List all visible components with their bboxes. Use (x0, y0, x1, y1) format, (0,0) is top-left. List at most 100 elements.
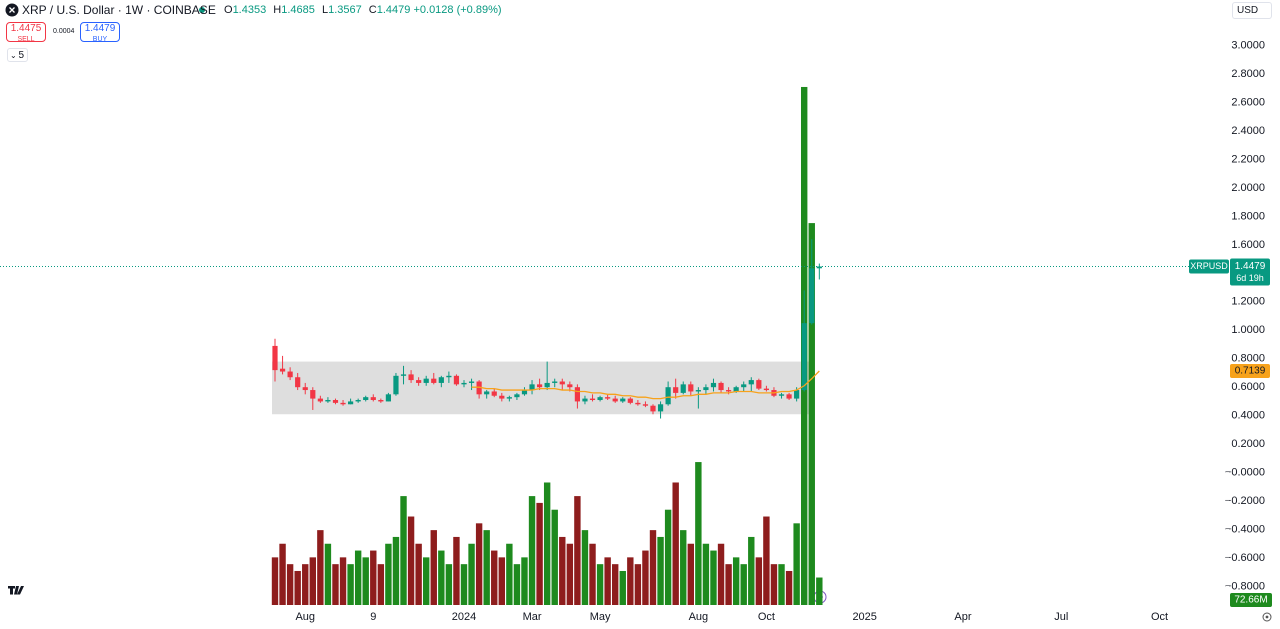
y-tick-label: 2.2000 (1231, 153, 1265, 165)
volume-bar (302, 564, 309, 605)
ohlc: O1.4353 H1.4685 L1.3567 C1.4479 +0.0128 … (220, 4, 502, 16)
x-tick-label: Aug (295, 611, 315, 623)
candle-body (567, 384, 573, 388)
settings-icon[interactable] (1262, 612, 1272, 622)
y-tick-label: −0.4000 (1225, 523, 1265, 535)
x-tick-label: Jul (1054, 611, 1068, 623)
candle-body (423, 378, 429, 383)
candle-body (733, 387, 739, 392)
volume-bar (612, 564, 619, 605)
volume-bar (627, 557, 634, 605)
volume-bar (672, 482, 679, 605)
candle-body (491, 391, 497, 396)
ohlc-key: H (273, 4, 282, 16)
ohlc-value: 1.3567 (328, 4, 362, 16)
candle-body (801, 323, 807, 391)
ohlc-key: O (224, 4, 233, 16)
candle-body (272, 345, 278, 371)
volume-bar (362, 557, 369, 605)
status-dot (199, 7, 205, 13)
candle-body (574, 387, 580, 402)
candle-body (446, 375, 452, 378)
volume-bar (664, 509, 672, 605)
x-tick-label: 2025 (852, 611, 876, 623)
candle-body (363, 397, 369, 401)
candle-body (416, 380, 422, 383)
volume-bar (536, 502, 543, 605)
ohlc-key: L (321, 4, 329, 16)
volume-bar (808, 223, 815, 605)
y-tick-label: 2.8000 (1231, 68, 1265, 80)
x-tick-label: Mar (523, 611, 542, 623)
volume-bar (755, 557, 763, 605)
volume-bar (332, 564, 339, 605)
candle-body (657, 404, 664, 412)
currency-select[interactable]: USD (1232, 2, 1272, 19)
moving-average (471, 370, 820, 400)
interval: 5 (18, 50, 24, 61)
volume-bar (271, 557, 279, 605)
sell-price: 1.4475 (10, 23, 42, 34)
volume-bar (521, 557, 528, 605)
interval-toggle[interactable]: ⌄ 5 (7, 48, 28, 62)
volume-bar (438, 550, 445, 605)
x-tick-label: 2024 (452, 611, 476, 623)
candle-body (635, 402, 641, 405)
change: +0.0128 (+0.89%) (413, 4, 502, 16)
candle-body (484, 391, 490, 395)
candle-body (559, 381, 565, 385)
candle-body (521, 390, 528, 395)
candle-body (355, 400, 361, 402)
candle-body (695, 390, 701, 392)
y-tick-label: 0.4000 (1231, 410, 1265, 422)
y-tick-label: 1.6000 (1231, 239, 1265, 251)
volume-bar (816, 577, 823, 605)
candle-body (468, 381, 475, 383)
candle-body (816, 266, 822, 269)
volume-bar (619, 570, 626, 605)
candle-body (325, 400, 331, 402)
candle-body (499, 395, 505, 399)
range-zone (272, 361, 815, 415)
volume-bar (506, 543, 513, 605)
candle-body (642, 404, 649, 406)
y-tick-label: 1.0000 (1231, 324, 1265, 336)
candle-body (763, 388, 769, 391)
volume-bar (574, 496, 581, 605)
volume-bar (385, 543, 392, 605)
candle-body (589, 398, 596, 401)
buy-label: BUY (92, 36, 108, 43)
volume-bar (309, 557, 316, 605)
candle-body (385, 394, 391, 402)
volume-bar (710, 550, 717, 605)
sell-button[interactable]: 1.4475 SELL (6, 22, 46, 43)
candle-body (317, 398, 323, 402)
volume-bar (468, 543, 475, 605)
volume-bar (740, 564, 747, 605)
volume-bar (453, 536, 460, 605)
volume-bar (430, 530, 437, 605)
y-tick-label: 0.8000 (1231, 353, 1265, 365)
y-tick-label: −0.6000 (1225, 552, 1265, 564)
y-tick-label: 1.2000 (1231, 296, 1265, 308)
y-tick-label: 0.6000 (1231, 381, 1265, 393)
volume-bar (566, 543, 574, 605)
logo-x (5, 3, 19, 17)
volume-bar (702, 543, 710, 605)
candle-body (718, 382, 724, 391)
candle-body (703, 387, 709, 391)
candle-body (673, 387, 679, 393)
buy-button[interactable]: 1.4479 BUY (80, 22, 120, 43)
candle-body (778, 394, 785, 396)
volume-bar (604, 557, 611, 605)
volume-bar (528, 496, 536, 605)
candle-body (514, 394, 520, 398)
volume-bar (475, 523, 483, 605)
candle-body (605, 397, 611, 399)
volume-bar (415, 543, 422, 605)
x-tick-label: Aug (689, 611, 709, 623)
candle-body (650, 405, 656, 412)
candle-body (756, 380, 762, 389)
y-tick-label: 1.8000 (1231, 210, 1265, 222)
